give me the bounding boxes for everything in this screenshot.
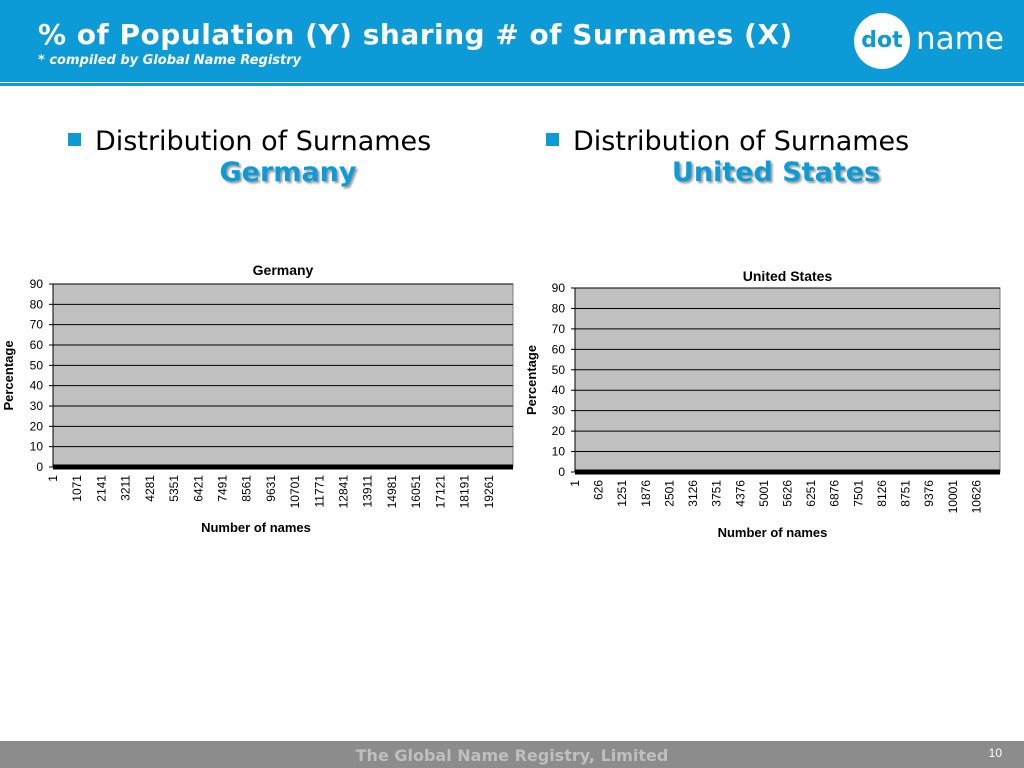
x-tick-label: 14981 [385,475,399,509]
header-bar: % of Population (Y) sharing # of Surname… [0,0,1024,82]
logo-dot: dot [854,13,910,69]
heading-us-line1: Distribution of Surnames [573,126,910,157]
footer-text: The Global Name Registry, Limited [355,746,669,765]
y-tick-label: 50 [552,363,566,377]
x-tick-label: 5351 [167,475,181,502]
x-tick-label: 13911 [361,475,375,508]
y-tick-label: 0 [36,460,43,474]
chart-united-states: United States 0 10 20 30 40 50 60 70 80 90 1 626 1251… [524,268,1001,540]
x-tick-label: 5626 [781,480,795,507]
x-axis-title: Number of names [201,520,311,535]
x-tick-label: 18191 [458,475,472,509]
y-tick-label: 10 [552,445,566,459]
bullet-square-icon [68,133,81,146]
x-tick-label: 7501 [851,480,865,507]
y-tick-label: 0 [558,465,565,479]
y-tick-label: 20 [552,424,566,438]
x-tick-label: 1071 [70,475,84,502]
chart-germany: Germany 0 10 20 30 40 50 60 70 80 90 1 1071 2141 3211 4… [1,262,514,535]
x-tick-label: 2141 [94,475,108,502]
chart-title: Germany [253,262,314,278]
x-tick-label: 8561 [240,475,254,502]
x-tick-label: 10626 [969,480,983,514]
page-number: 10 [988,746,1002,760]
x-tick-label: 626 [592,480,606,500]
heading-germany: Distribution of Surnames Germany [68,126,508,188]
x-tick-label: 1 [568,480,582,487]
x-tick-label: 8751 [899,480,913,507]
plot-area [52,283,514,468]
chart-title: United States [743,268,833,284]
heading-germany-country: Germany [219,157,357,188]
x-tick-label: 10001 [946,480,960,514]
x-tick-label: 1876 [639,480,653,507]
y-tick-label: 40 [552,383,566,397]
y-axis-title: Percentage [1,340,16,410]
y-tick-label: 70 [30,318,44,332]
heading-us: Distribution of Surnames United States [546,126,986,188]
y-tick-label: 90 [552,281,566,295]
x-tick-label: 19261 [482,475,496,509]
x-tick-label: 17121 [433,475,447,509]
heading-us-country: United States [671,157,881,188]
y-tick-label: 80 [552,301,566,315]
y-tick-label: 30 [552,404,566,418]
x-tick-label: 3211 [119,475,133,501]
header-divider [0,83,1024,86]
y-tick-label: 70 [552,322,566,336]
x-tick-label: 16051 [409,475,423,509]
y-tick-label: 20 [30,419,44,433]
y-tick-label: 50 [30,358,44,372]
x-tick-label: 3126 [686,480,700,507]
y-tick-label: 30 [30,399,44,413]
x-tick-label: 12841 [337,475,351,509]
heading-germany-line1: Distribution of Surnames [95,126,432,157]
x-tick-label: 3751 [710,480,724,507]
x-tick-label: 9631 [264,475,278,502]
x-tick-label: 5001 [757,480,771,507]
x-tick-label: 10701 [288,475,302,509]
y-tick-label: 40 [30,379,44,393]
x-tick-label: 11771 [312,475,326,508]
y-tick-label: 10 [30,440,44,454]
y-tick-label: 90 [30,277,44,291]
x-tick-label: 1 [46,475,60,482]
slide-subtitle: * compiled by Global Name Registry [38,53,302,68]
x-tick-label: 4376 [733,480,747,507]
logo-name: name [916,21,1004,57]
x-tick-label: 6251 [804,480,818,507]
slide-title: % of Population (Y) sharing # of Surname… [38,18,793,51]
x-tick-label: 9376 [922,480,936,507]
bullet-square-icon [546,133,559,146]
y-tick-label: 80 [30,297,44,311]
footer-bar: The Global Name Registry, Limited 10 [0,741,1024,768]
y-axis-title: Percentage [524,345,539,415]
y-tick-label: 60 [552,342,566,356]
y-tick-label: 60 [30,338,44,352]
dotname-logo: dot name [852,13,1022,69]
plot-area [574,287,1001,473]
x-axis-title: Number of names [718,525,828,540]
x-tick-label: 8126 [875,480,889,507]
x-tick-label: 4281 [143,475,157,502]
x-tick-label: 2501 [662,480,676,507]
x-tick-label: 6421 [191,475,205,502]
x-tick-label: 1251 [615,480,629,507]
x-tick-label: 7491 [215,475,229,502]
x-tick-label: 6876 [828,480,842,507]
